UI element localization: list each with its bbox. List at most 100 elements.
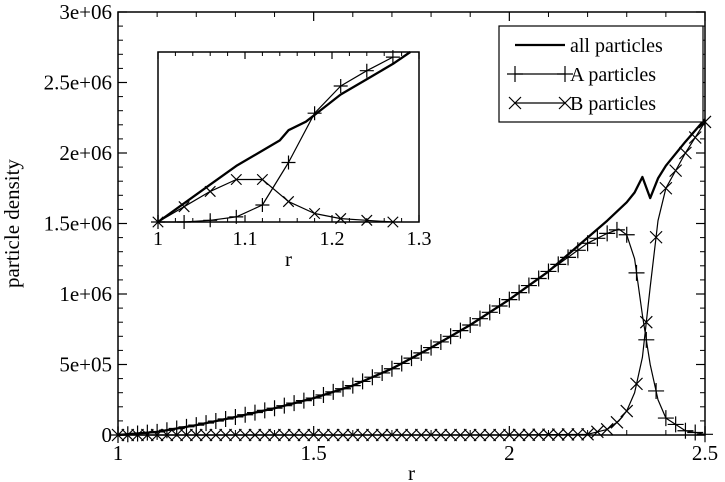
main-marker-b-particles: [199, 428, 213, 442]
main-marker-a-particles: [217, 410, 234, 427]
inset-line-b-particles: [157, 178, 393, 223]
inset-x-tick-label: 1.3: [407, 228, 432, 250]
inset-marker-b-particles: [308, 207, 321, 220]
main-marker-b-particles: [551, 428, 565, 441]
inset-series-all-particles: [157, 51, 411, 223]
main-marker-b-particles: [649, 230, 663, 244]
inset-plot: 1 1.1 1.2 1.3 r: [151, 50, 432, 271]
inset-marker-b-particles: [361, 214, 373, 226]
main-marker-b-particles: [522, 428, 536, 442]
inset-marker-b-particles: [230, 173, 242, 186]
legend-item-all-particles: all particles: [515, 35, 663, 57]
main-marker-a-particles: [256, 402, 273, 419]
main-y-tick-label: 1.5e+06: [44, 212, 112, 236]
main-marker-a-particles: [325, 383, 342, 400]
inset-marker-b-particles: [335, 212, 347, 225]
main-marker-a-particles: [266, 400, 283, 417]
main-marker-b-particles: [365, 428, 379, 442]
main-marker-b-particles: [268, 428, 281, 442]
inset-marker-b-particles: [282, 195, 295, 208]
main-marker-b-particles: [111, 428, 125, 442]
main-marker-b-particles: [336, 428, 350, 442]
main-marker-a-particles: [335, 380, 352, 397]
inset-marker-b-particles: [152, 216, 164, 228]
inset-marker-a-particles: [385, 50, 400, 65]
main-marker-b-particles: [189, 428, 203, 442]
inset-line-a-particles: [158, 56, 394, 223]
main-marker-b-particles: [326, 428, 340, 442]
main-marker-b-particles: [502, 428, 516, 442]
inset-marker-a-particles: [281, 155, 296, 170]
main-marker-a-particles: [178, 418, 195, 435]
main-marker-b-particles: [150, 428, 164, 442]
main-marker-b-particles: [639, 315, 653, 329]
main-marker-b-particles: [395, 428, 409, 442]
main-marker-a-particles: [374, 364, 391, 381]
inset-marker-b-particles: [387, 216, 399, 228]
main-marker-b-particles: [219, 428, 233, 442]
inset-marker-a-particles: [307, 106, 322, 121]
main-marker-a-particles: [697, 426, 713, 443]
main-marker-a-particles: [149, 423, 166, 440]
legend-marker-b-particles: [558, 96, 572, 110]
legend-box: [498, 25, 704, 123]
inset-marker-a-particles: [359, 63, 374, 78]
main-marker-a-particles: [344, 377, 361, 394]
main-marker-b-particles: [512, 428, 526, 442]
main-x-tick-label: 2.5: [692, 441, 718, 465]
main-marker-a-particles: [677, 422, 694, 439]
main-marker-b-particles: [170, 428, 184, 442]
inset-marker-b-particles: [178, 201, 190, 213]
main-marker-a-particles: [628, 264, 645, 281]
main-marker-a-particles: [246, 404, 263, 421]
main-marker-a-particles: [550, 256, 567, 273]
inset-marker-a-particles: [203, 213, 218, 228]
legend-marker-b-particles: [508, 96, 522, 110]
main-marker-b-particles: [571, 427, 585, 441]
main-marker-a-particles: [129, 425, 146, 442]
main-marker-b-particles: [610, 415, 624, 429]
main-line-a-particles: [117, 228, 706, 436]
main-marker-a-particles: [618, 226, 635, 243]
main-marker-b-particles: [600, 422, 614, 436]
main-marker-b-particles: [561, 428, 575, 441]
legend-label-b-particles: B particles: [570, 93, 656, 115]
main-y-tick-label: 3e+06: [59, 0, 112, 24]
main-marker-b-particles: [258, 428, 272, 442]
main-marker-b-particles: [160, 428, 174, 442]
main-marker-a-particles: [315, 386, 332, 403]
legend-item-b-particles: B particles: [508, 93, 656, 115]
main-marker-b-particles: [453, 428, 467, 442]
main-marker-b-particles: [356, 428, 370, 442]
main-marker-b-particles: [414, 428, 428, 442]
main-x-tick-label: 1.5: [301, 441, 327, 465]
main-marker-a-particles: [393, 355, 410, 372]
inset-line-all-particles: [157, 51, 411, 223]
inset-series-a-particles: [151, 50, 400, 229]
main-marker-b-particles: [542, 428, 555, 442]
main-line-b-particles: [118, 121, 706, 436]
main-marker-b-particles: [444, 428, 458, 442]
main-marker-a-particles: [540, 263, 557, 280]
inset-marker-a-particles: [229, 209, 244, 224]
main-marker-b-particles: [434, 428, 448, 442]
main-marker-a-particles: [569, 242, 586, 259]
main-marker-a-particles: [237, 406, 254, 423]
main-marker-a-particles: [520, 277, 537, 294]
main-marker-a-particles: [638, 331, 655, 348]
main-marker-a-particles: [413, 344, 430, 361]
main-marker-a-particles: [501, 291, 518, 308]
main-marker-a-particles: [530, 270, 547, 287]
main-marker-b-particles: [483, 428, 497, 442]
main-marker-a-particles: [423, 339, 440, 356]
main-marker-a-particles: [481, 304, 498, 321]
main-marker-a-particles: [403, 350, 420, 367]
inset-marker-a-particles: [333, 79, 348, 93]
main-marker-a-particles: [657, 410, 674, 427]
main-series-a-particles: [110, 221, 713, 443]
inset-x-tick-label: 1.1: [233, 228, 258, 250]
main-marker-b-particles: [297, 428, 311, 442]
main-marker-a-particles: [168, 420, 185, 437]
main-marker-b-particles: [375, 428, 389, 442]
